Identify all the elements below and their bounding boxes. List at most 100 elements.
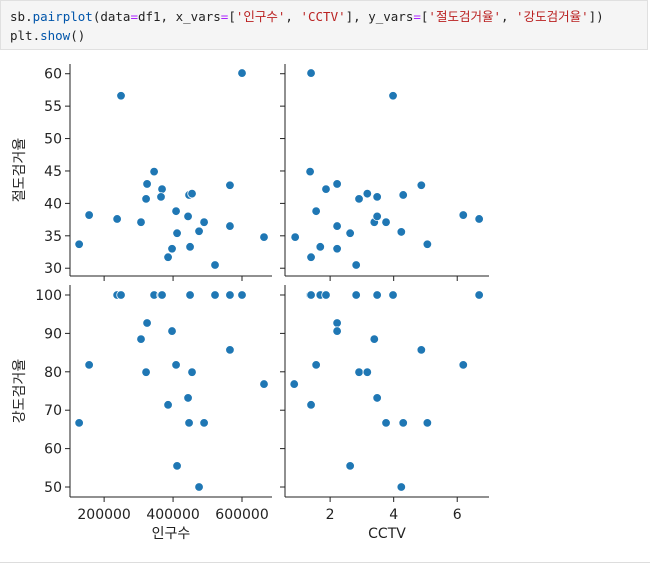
scatter-point bbox=[354, 367, 364, 377]
scatter-point bbox=[237, 290, 247, 300]
code-token: 'CCTV' bbox=[300, 9, 346, 24]
scatter-point bbox=[163, 400, 173, 410]
code-line: plt.show() bbox=[10, 26, 638, 45]
code-cell[interactable]: sb.pairplot(data=df1, x_vars=['인구수', 'CC… bbox=[0, 0, 648, 50]
scatter-point bbox=[172, 461, 182, 471]
code-token: '강도검거율' bbox=[516, 9, 589, 24]
scatter-point bbox=[311, 360, 321, 370]
code-line: sb.pairplot(data=df1, x_vars=['인구수', 'CC… bbox=[10, 7, 638, 26]
code-token: = bbox=[130, 9, 138, 24]
scatter-point bbox=[142, 179, 152, 189]
scatter-point bbox=[237, 68, 247, 78]
scatter-point bbox=[84, 360, 94, 370]
scatter-point bbox=[416, 180, 427, 190]
scatter-point bbox=[225, 180, 235, 190]
scatter-point bbox=[157, 290, 167, 300]
scatter-point bbox=[388, 290, 398, 300]
code-token: sb bbox=[10, 9, 26, 24]
scatter-point bbox=[354, 194, 364, 204]
scatter-point bbox=[458, 360, 468, 370]
code-token: () bbox=[70, 28, 86, 43]
scatter-point bbox=[332, 318, 342, 328]
scatter-point bbox=[199, 217, 209, 227]
scatter-point bbox=[199, 418, 209, 428]
scatter-point bbox=[372, 192, 382, 202]
scatter-point bbox=[332, 244, 342, 254]
scatter-point bbox=[362, 188, 372, 199]
scatter-point bbox=[351, 260, 361, 270]
scatter-point bbox=[185, 290, 195, 300]
code-token: show bbox=[40, 28, 71, 43]
scatter-point bbox=[372, 393, 382, 403]
scatter-point bbox=[372, 211, 382, 222]
y-tick-label: 90 bbox=[44, 326, 62, 342]
y-tick-label: 55 bbox=[44, 99, 62, 115]
code-token: , bbox=[285, 9, 301, 24]
scatter-point bbox=[141, 194, 151, 204]
scatter-point bbox=[141, 367, 151, 377]
code-token: . bbox=[32, 28, 41, 43]
scatter-point bbox=[156, 192, 166, 202]
scatter-point bbox=[74, 239, 84, 249]
scatter-point bbox=[289, 379, 299, 389]
scatter-point bbox=[458, 210, 468, 220]
x-tick-label: 4 bbox=[389, 507, 398, 523]
scatter-point bbox=[183, 211, 193, 222]
scatter-point bbox=[259, 232, 269, 242]
y-tick-label: 30 bbox=[44, 261, 62, 277]
x-tick-label: 600000 bbox=[215, 507, 268, 523]
y-tick-label: 80 bbox=[44, 365, 62, 381]
scatter-point bbox=[345, 461, 355, 471]
scatter-point bbox=[210, 260, 220, 270]
scatter-point bbox=[369, 334, 379, 344]
scatter-point bbox=[183, 393, 193, 403]
scatter-point bbox=[381, 217, 391, 227]
scatter-point bbox=[398, 418, 408, 428]
scatter-point bbox=[422, 418, 433, 428]
code-token: ], y_vars bbox=[345, 9, 414, 24]
code-token: = bbox=[413, 9, 421, 24]
y-tick-label: 50 bbox=[44, 132, 62, 148]
scatter-point bbox=[306, 400, 316, 410]
code-token: '절도검거율' bbox=[428, 9, 501, 24]
scatter-point bbox=[136, 334, 146, 344]
x-tick-label: 2 bbox=[326, 507, 335, 523]
x-tick-label: 6 bbox=[453, 507, 462, 523]
code-token: '인구수' bbox=[235, 9, 286, 24]
code-token: [ bbox=[228, 9, 236, 24]
x-axis-label: CCTV bbox=[368, 526, 406, 542]
y-tick-label: 40 bbox=[44, 196, 62, 212]
scatter-point bbox=[187, 188, 197, 199]
scatter-point bbox=[142, 318, 152, 328]
x-tick-label: 400000 bbox=[146, 507, 199, 523]
scatter-point bbox=[171, 360, 181, 370]
scatter-point bbox=[187, 367, 197, 377]
code-token: [ bbox=[420, 9, 429, 24]
scatter-point bbox=[185, 242, 195, 252]
y-tick-label: 50 bbox=[44, 480, 62, 496]
scatter-point bbox=[84, 210, 94, 220]
scatter-point bbox=[225, 221, 235, 231]
y-tick-label: 60 bbox=[44, 67, 62, 83]
scatter-point bbox=[396, 227, 406, 237]
divider bbox=[0, 562, 650, 563]
code-token: = bbox=[220, 9, 229, 24]
scatter-point bbox=[194, 482, 204, 492]
scatter-point bbox=[311, 206, 321, 216]
scatter-point bbox=[388, 91, 398, 101]
code-token: df1, x_vars bbox=[137, 9, 221, 24]
y-tick-label: 100 bbox=[35, 288, 62, 304]
scatter-point bbox=[172, 228, 182, 238]
scatter-point bbox=[210, 290, 220, 300]
y-axis-label: 강도검거율 bbox=[12, 359, 28, 424]
scatter-point bbox=[332, 179, 342, 189]
x-tick-label: 200000 bbox=[77, 507, 130, 523]
scatter-point bbox=[149, 166, 159, 177]
scatter-point bbox=[381, 418, 391, 428]
scatter-point bbox=[259, 379, 269, 389]
code-token: ]) bbox=[588, 9, 604, 24]
scatter-point bbox=[157, 184, 167, 194]
scatter-point bbox=[398, 190, 408, 200]
